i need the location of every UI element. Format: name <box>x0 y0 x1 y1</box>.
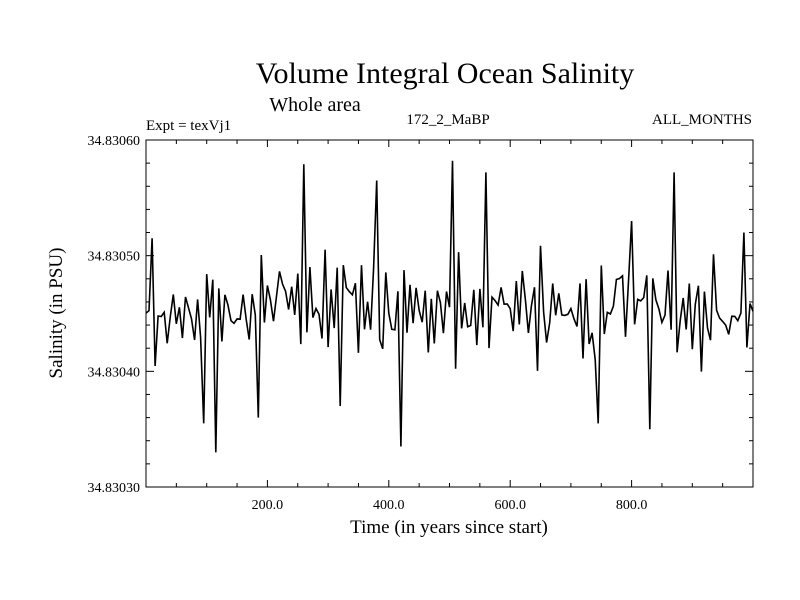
x-tick-label: 600.0 <box>494 498 526 513</box>
plot-area <box>145 160 754 453</box>
x-axis: 200.0 400.0 600.0 800.0 <box>175 140 724 513</box>
chart-title: Volume Integral Ocean Salinity <box>256 57 635 90</box>
run-label: 172_2_MaBP <box>406 112 489 128</box>
expt-label: Expt = texVj1 <box>146 118 231 134</box>
season-label: ALL_MONTHS <box>652 112 752 128</box>
chart-subtitle: Whole area <box>269 94 361 116</box>
y-tick-label: 34.83040 <box>88 365 141 380</box>
y-axis: 34.83030 34.83040 34.83050 34.83060 <box>88 134 753 496</box>
x-axis-label: Time (in years since start) <box>350 517 548 538</box>
y-tick-label: 34.83060 <box>88 134 141 149</box>
y-axis-label: Salinity (in PSU) <box>46 248 67 379</box>
x-tick-label: 200.0 <box>252 498 284 513</box>
y-tick-label: 34.83050 <box>88 250 141 265</box>
series-line-salinity <box>145 160 754 453</box>
y-tick-label: 34.83030 <box>88 481 141 496</box>
plot-frame <box>145 139 754 488</box>
x-tick-label: 800.0 <box>616 498 648 513</box>
x-tick-label: 400.0 <box>373 498 405 513</box>
